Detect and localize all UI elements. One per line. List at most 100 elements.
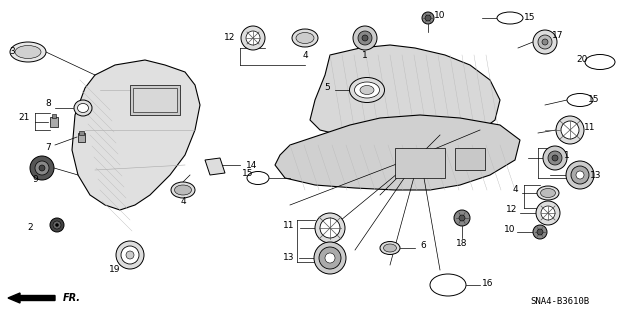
Ellipse shape <box>360 85 374 94</box>
Text: 8: 8 <box>45 99 51 108</box>
Text: SNA4-B3610B: SNA4-B3610B <box>530 298 589 307</box>
Circle shape <box>35 161 49 175</box>
Bar <box>133 88 177 112</box>
Text: 10: 10 <box>504 226 516 234</box>
Ellipse shape <box>247 172 269 184</box>
Circle shape <box>541 206 555 220</box>
Text: 5: 5 <box>324 83 330 92</box>
Circle shape <box>126 251 134 259</box>
Ellipse shape <box>541 189 556 197</box>
Circle shape <box>320 218 340 238</box>
Ellipse shape <box>349 78 385 102</box>
Text: 1: 1 <box>362 50 368 60</box>
Circle shape <box>542 39 548 45</box>
Text: 11: 11 <box>584 122 596 131</box>
Circle shape <box>454 210 470 226</box>
Ellipse shape <box>380 241 400 255</box>
Text: 3: 3 <box>9 48 15 56</box>
Text: 15: 15 <box>588 95 600 105</box>
Circle shape <box>353 26 377 50</box>
Text: 12: 12 <box>224 33 236 42</box>
Circle shape <box>39 165 45 171</box>
Circle shape <box>56 224 58 226</box>
Circle shape <box>543 146 567 170</box>
Polygon shape <box>275 115 520 190</box>
Bar <box>50 117 58 127</box>
Circle shape <box>241 26 265 50</box>
Bar <box>78 133 85 142</box>
Text: 11: 11 <box>284 220 295 229</box>
Circle shape <box>571 166 589 184</box>
Text: 13: 13 <box>590 170 602 180</box>
Ellipse shape <box>383 244 397 252</box>
FancyArrow shape <box>8 293 55 303</box>
Circle shape <box>576 171 584 179</box>
Ellipse shape <box>497 12 523 24</box>
Text: 16: 16 <box>483 278 493 287</box>
Text: 18: 18 <box>456 239 468 248</box>
Text: 12: 12 <box>506 205 518 214</box>
Circle shape <box>556 116 584 144</box>
Text: 21: 21 <box>19 114 29 122</box>
Circle shape <box>533 225 547 239</box>
Ellipse shape <box>355 82 380 98</box>
Circle shape <box>358 31 372 45</box>
Polygon shape <box>72 60 200 210</box>
Text: 10: 10 <box>435 11 445 19</box>
Ellipse shape <box>537 186 559 200</box>
Ellipse shape <box>296 33 314 43</box>
Text: 4: 4 <box>180 197 186 206</box>
Circle shape <box>536 201 560 225</box>
Text: 1: 1 <box>564 151 570 160</box>
Bar <box>79 131 84 135</box>
Ellipse shape <box>15 46 41 58</box>
Circle shape <box>30 156 54 180</box>
Text: 7: 7 <box>45 144 51 152</box>
Circle shape <box>315 213 345 243</box>
Circle shape <box>459 215 465 221</box>
Circle shape <box>425 15 431 21</box>
Text: 9: 9 <box>32 175 38 184</box>
Circle shape <box>552 155 558 161</box>
Text: 4: 4 <box>302 50 308 60</box>
Circle shape <box>121 246 139 264</box>
Circle shape <box>362 35 368 41</box>
Text: 15: 15 <box>243 168 253 177</box>
Text: 14: 14 <box>246 160 258 169</box>
Bar <box>130 85 180 115</box>
Circle shape <box>116 241 144 269</box>
Polygon shape <box>310 45 500 148</box>
Text: 15: 15 <box>524 13 536 23</box>
Circle shape <box>246 31 260 45</box>
Circle shape <box>538 35 552 49</box>
Ellipse shape <box>292 29 318 47</box>
Bar <box>52 114 56 118</box>
Polygon shape <box>205 158 225 175</box>
Circle shape <box>53 221 61 229</box>
Circle shape <box>319 247 341 269</box>
Text: FR.: FR. <box>63 293 81 303</box>
Text: 19: 19 <box>109 265 121 275</box>
Circle shape <box>50 218 64 232</box>
Circle shape <box>566 161 594 189</box>
Text: 6: 6 <box>420 241 426 249</box>
Circle shape <box>325 253 335 263</box>
Text: 20: 20 <box>576 56 588 64</box>
Text: 4: 4 <box>512 186 518 195</box>
Bar <box>455 148 485 170</box>
Text: 2: 2 <box>27 224 33 233</box>
Ellipse shape <box>10 42 46 62</box>
Ellipse shape <box>175 185 191 195</box>
Circle shape <box>422 12 434 24</box>
Circle shape <box>561 121 579 139</box>
Ellipse shape <box>585 55 615 70</box>
Text: 17: 17 <box>552 32 564 41</box>
Ellipse shape <box>77 103 88 113</box>
Text: 13: 13 <box>284 253 295 262</box>
Ellipse shape <box>567 93 593 107</box>
Circle shape <box>548 151 562 165</box>
Circle shape <box>533 30 557 54</box>
Ellipse shape <box>171 182 195 198</box>
Ellipse shape <box>430 274 466 296</box>
Circle shape <box>537 229 543 235</box>
